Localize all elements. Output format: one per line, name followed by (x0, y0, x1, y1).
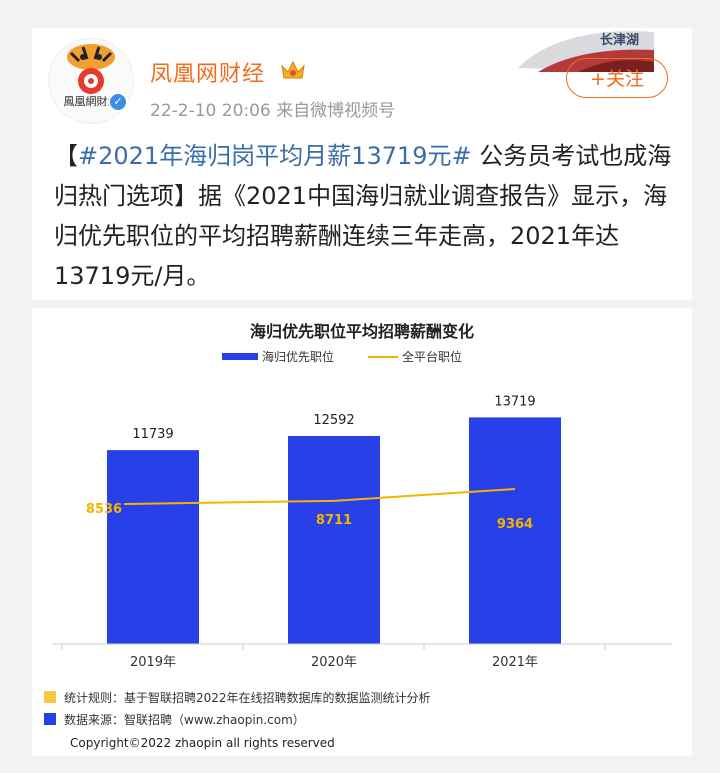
salary-chart: 11739 12592 13719 2019年 2020年 2021年 8536 8711 93… (52, 394, 672, 670)
source-prefix: 来自 (276, 101, 311, 121)
note-rule: 统计规则：基于智联招聘2022年在线招聘数据库的数据监测统计分析 (44, 686, 431, 708)
bar-value-label: 11739 (132, 427, 173, 442)
post-text: 【#2021年海归岗平均月薪13719元# 公务员考试也成海归热门选项】据《20… (54, 136, 674, 296)
avatar-caption: 鳳凰網財經 (63, 95, 119, 108)
x-tick-label: 2020年 (311, 655, 357, 670)
legend-label-bar: 海归优先职位 (262, 350, 335, 364)
open-bracket: 【 (54, 142, 78, 170)
bar-2019年 (107, 450, 199, 644)
chart-image[interactable]: 海归优先职位平均招聘薪酬变化 海归优先职位 全平台职位 11739 12592 13… (32, 308, 692, 756)
copyright-text: Copyright©2022 zhaopin all rights reserv… (70, 736, 335, 750)
tiger-icon (67, 44, 115, 94)
line-value-label: 9364 (497, 517, 533, 532)
line-series-全平台职位 (123, 488, 516, 505)
line-value-label: 8711 (316, 513, 352, 528)
follow-button[interactable]: +关注 (566, 58, 668, 98)
line-value-label: 8536 (86, 502, 122, 517)
x-tick-label: 2019年 (130, 655, 176, 670)
note-rule-text: 统计规则：基于智联招聘2022年在线招聘数据库的数据监测统计分析 (64, 690, 431, 705)
x-tick-label: 2021年 (492, 655, 538, 670)
bar-2020年 (288, 436, 380, 644)
header-banner-image: 长津湖 (518, 31, 654, 72)
chart-legend: 海归优先职位 全平台职位 (222, 348, 462, 365)
legend-item-bar: 海归优先职位 (222, 348, 334, 365)
legend-swatch-line (368, 355, 399, 358)
bar-2021年 (469, 417, 561, 644)
note-source-swatch (44, 713, 56, 725)
chart-notes: 统计规则：基于智联招聘2022年在线招聘数据库的数据监测统计分析 数据来源：智联… (44, 686, 431, 730)
verified-badge-icon: ✓ (108, 92, 128, 112)
chart-title: 海归优先职位平均招聘薪酬变化 (249, 322, 474, 341)
banner-text: 长津湖 (600, 32, 639, 47)
post-meta: 22-2-10 20:06 来自微博视频号 (150, 96, 395, 121)
note-source-text: 数据来源：智联招聘（www.zhaopin.com） (64, 712, 305, 727)
bar-value-label: 12592 (313, 413, 354, 428)
legend-label-line: 全平台职位 (402, 350, 463, 364)
username-link[interactable]: 凤凰网财经 (150, 62, 266, 87)
topic-hashtag-link[interactable]: #2021年海归岗平均月薪13719元# (78, 142, 472, 170)
crown-icon (281, 60, 305, 79)
post-time[interactable]: 22-2-10 20:06 (150, 101, 271, 121)
weibo-post-card: 长津湖 鳳凰網財經 ✓ 凤凰网财经 22-2-10 20:06 来自微博视频号 … (32, 28, 692, 300)
bar-value-label: 13719 (494, 394, 535, 409)
note-source: 数据来源：智联招聘（www.zhaopin.com） (44, 708, 431, 730)
post-body: 公务员考试也成海归热门选项】据《2021中国海归就业调查报告》显示，海归优先职位… (54, 142, 672, 290)
legend-swatch-bar (222, 353, 258, 360)
legend-item-line: 全平台职位 (368, 348, 462, 365)
note-rule-swatch (44, 691, 56, 703)
source-link[interactable]: 微博视频号 (310, 101, 396, 121)
